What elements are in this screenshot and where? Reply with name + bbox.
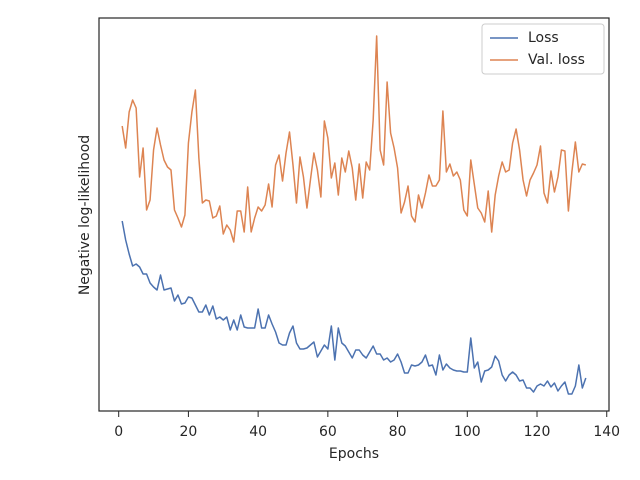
x-tick-label: 0 <box>114 424 123 440</box>
series-line <box>121 35 587 243</box>
x-axis-label: Epochs <box>329 446 379 462</box>
x-tick-label: 120 <box>524 424 551 440</box>
x-tick-label: 140 <box>593 424 620 440</box>
y-axis-label: Negative log-likelihood <box>77 135 93 295</box>
x-tick-label: 40 <box>249 424 267 440</box>
x-tick-label: 100 <box>454 424 481 440</box>
legend-box <box>481 23 605 75</box>
legend-label: Val. loss <box>528 52 585 68</box>
series-line <box>121 220 587 395</box>
x-tick-label: 80 <box>389 424 407 440</box>
x-tick-label: 60 <box>319 424 337 440</box>
plot-frame <box>98 17 610 412</box>
x-tick-label: 20 <box>180 424 198 440</box>
legend-label: Loss <box>528 30 559 46</box>
